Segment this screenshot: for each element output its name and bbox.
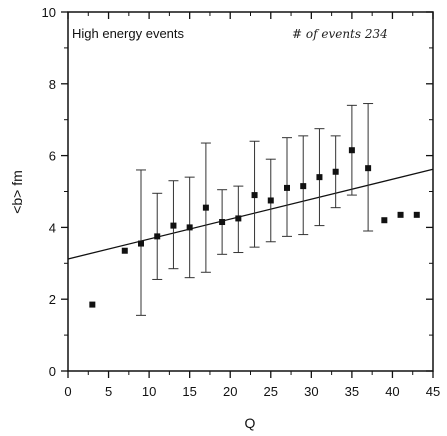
x-tick-label: 30: [304, 384, 318, 399]
data-point: [397, 211, 404, 218]
x-tick-label: 0: [64, 384, 71, 399]
data-point: [170, 222, 177, 229]
data-point: [235, 215, 242, 222]
data-point: [365, 165, 372, 172]
y-tick-label: 2: [49, 292, 56, 307]
data-point: [154, 233, 161, 240]
y-tick-label: 6: [49, 149, 56, 164]
data-point: [186, 224, 193, 231]
data-point: [316, 174, 323, 181]
data-point: [284, 184, 290, 191]
data-point: [332, 168, 339, 175]
data-point: [202, 204, 209, 211]
x-tick-label: 45: [426, 384, 440, 399]
y-axis-title: <b> fm: [9, 170, 25, 214]
data-point: [138, 240, 144, 247]
x-axis-title: Q: [245, 415, 256, 431]
events-annotation: # of events 234: [292, 27, 388, 41]
x-tick-label: 25: [264, 384, 278, 399]
data-point: [300, 183, 307, 190]
error-bars: [136, 103, 374, 316]
data-point: [381, 217, 388, 224]
fit-layer: [67, 168, 434, 260]
plot-title: High energy events: [72, 26, 185, 41]
x-tick-label: 5: [105, 384, 112, 399]
data-point: [219, 219, 226, 226]
y-tick-label: 0: [49, 364, 56, 379]
x-tick-label: 40: [385, 384, 399, 399]
data-points: [89, 147, 420, 308]
y-tick-label: 10: [42, 5, 56, 20]
data-point: [267, 197, 274, 204]
x-tick-label: 15: [182, 384, 196, 399]
y-tick-label: 4: [49, 220, 56, 235]
plot-frame: [67, 11, 434, 372]
data-point: [251, 192, 258, 199]
fit-line: [67, 168, 434, 260]
y-tick-label: 8: [49, 77, 56, 92]
x-tick-label: 20: [223, 384, 237, 399]
data-point: [413, 211, 420, 218]
x-ticks: 0 5 10 15 20 25 30 35 40 45: [64, 12, 440, 399]
data-point: [89, 301, 96, 308]
data-point: [121, 247, 128, 254]
x-tick-label: 10: [142, 384, 156, 399]
y-ticks: 0 2 4 6 8 10: [42, 5, 433, 379]
data-point: [348, 147, 355, 154]
x-tick-label: 35: [345, 384, 359, 399]
